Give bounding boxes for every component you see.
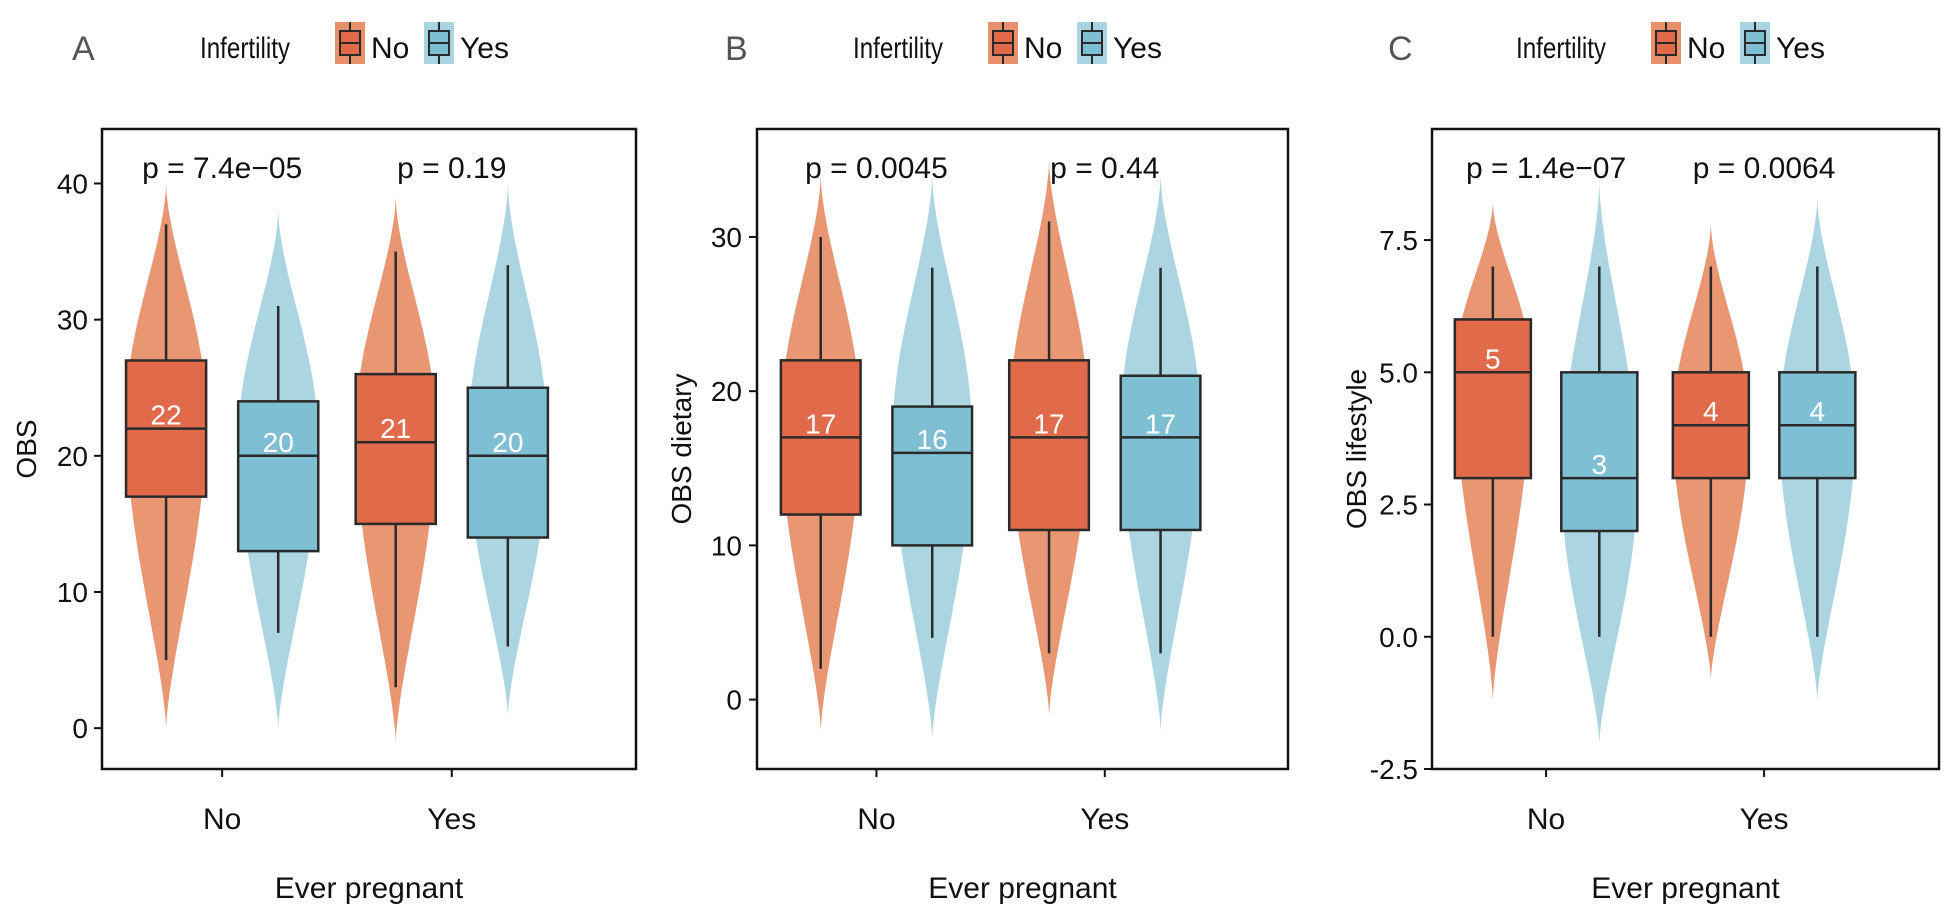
median-label: 17 — [805, 408, 836, 439]
median-label: 20 — [263, 427, 294, 458]
median-label: 4 — [1703, 396, 1719, 427]
panel-label: C — [1388, 30, 1413, 68]
y-tick-label: 5.0 — [1379, 357, 1418, 388]
legend-entry-yes: Yes — [1113, 32, 1162, 65]
series-no: 54 — [1453, 203, 1751, 701]
legend-entry-yes: Yes — [460, 32, 509, 65]
legend: Infertility No Yes — [200, 22, 509, 65]
y-axis-title: OBS — [11, 419, 42, 478]
x-tick-label: Yes — [1740, 803, 1789, 836]
series-yes: 34 — [1560, 181, 1857, 743]
y-tick-label: 30 — [711, 222, 742, 253]
series-no: 22 21 — [124, 183, 437, 742]
box — [236, 400, 320, 553]
legend-title: Infertility — [200, 32, 290, 65]
panel-label: A — [72, 30, 95, 68]
legend-entry-no: No — [371, 32, 409, 65]
legend-entry-no: No — [1687, 32, 1725, 65]
p-value-label: p = 0.44 — [1050, 152, 1159, 185]
p-value-label: p = 1.4e−07 — [1466, 152, 1626, 185]
x-tick-label: Yes — [427, 803, 476, 836]
series-yes: 20 20 — [236, 183, 550, 729]
y-tick-label: 10 — [711, 530, 742, 561]
legend-title: Infertility — [1516, 32, 1606, 65]
p-value-label: p = 7.4e−05 — [142, 152, 302, 185]
median-label: 20 — [492, 427, 523, 458]
y-tick-label: 20 — [57, 441, 88, 472]
median-label: 5 — [1485, 343, 1501, 374]
box — [1119, 374, 1202, 532]
legend: Infertility No Yes — [1516, 22, 1825, 65]
median-label: 16 — [917, 424, 948, 455]
median-label: 22 — [151, 400, 182, 431]
median-label: 3 — [1592, 449, 1608, 480]
median-label: 17 — [1145, 408, 1176, 439]
y-tick-label: 2.5 — [1379, 490, 1418, 521]
median-label: 4 — [1810, 396, 1826, 427]
box — [354, 372, 437, 526]
y-axis-title: OBS dietary — [666, 374, 697, 525]
median-label: 21 — [380, 413, 411, 444]
box — [1453, 318, 1533, 480]
y-tick-label: 20 — [711, 376, 742, 407]
x-axis-title: Ever pregnant — [928, 872, 1117, 905]
plot-frame — [755, 127, 1290, 771]
y-tick-label: 30 — [57, 305, 88, 336]
y-tick-label: 10 — [57, 577, 88, 608]
median-label: 17 — [1033, 408, 1064, 439]
legend-entry-yes: Yes — [1776, 32, 1825, 65]
plot-frame — [100, 127, 638, 771]
box — [1560, 371, 1639, 533]
box — [891, 405, 974, 547]
y-tick-label: 7.5 — [1379, 225, 1418, 256]
x-tick-label: No — [857, 803, 895, 836]
p-value-label: p = 0.0045 — [805, 152, 948, 185]
box — [466, 386, 550, 539]
x-axis-title: Ever pregnant — [1591, 872, 1780, 905]
x-tick-label: Yes — [1080, 803, 1129, 836]
x-tick-label: No — [203, 803, 241, 836]
y-tick-label: 40 — [57, 168, 88, 199]
legend: Infertility No Yes — [853, 22, 1162, 65]
box — [1007, 359, 1091, 532]
plot-frame — [1430, 127, 1941, 771]
legend-entry-no: No — [1024, 32, 1062, 65]
y-tick-label: 0 — [726, 685, 742, 716]
series-yes: 16 17 — [891, 175, 1202, 739]
y-axis-title: OBS lifestyle — [1341, 369, 1372, 529]
p-value-label: p = 0.19 — [397, 152, 506, 185]
series-no: 17 17 — [779, 159, 1091, 731]
y-tick-label: -2.5 — [1370, 754, 1418, 785]
y-tick-label: 0.0 — [1379, 622, 1418, 653]
y-tick-label: 0 — [72, 713, 88, 744]
x-tick-label: No — [1527, 803, 1565, 836]
p-value-label: p = 0.0064 — [1693, 152, 1836, 185]
x-axis-title: Ever pregnant — [275, 872, 464, 905]
panel-label: B — [725, 30, 748, 68]
legend-title: Infertility — [853, 32, 943, 65]
